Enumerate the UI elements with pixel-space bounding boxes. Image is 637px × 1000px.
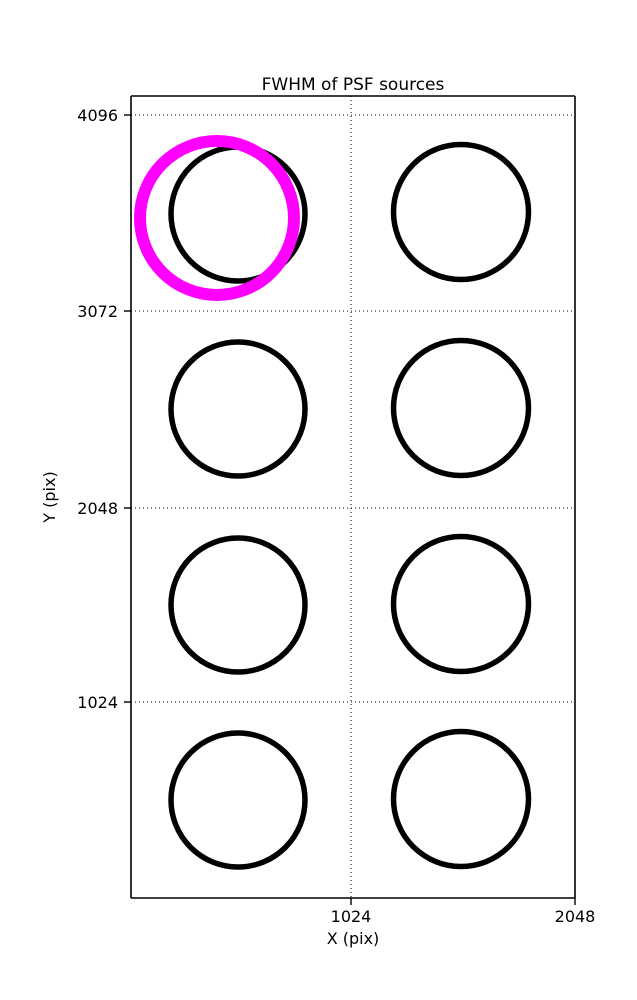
x-axis-label: X (pix) [327,929,380,948]
psf-source-marker [390,337,532,479]
psf-source-marker [390,728,532,870]
psf-source-marker [168,730,308,870]
psf-source-marker [390,141,532,283]
y-tick-label-1024: 1024 [77,693,118,712]
psf-source-marker [390,533,532,675]
chart-title: FWHM of PSF sources [262,75,445,95]
x-tick-label-1024: 1024 [331,907,372,926]
y-tick-marks [124,114,131,703]
psf-source-marker [168,535,308,675]
y-tick-label-2048: 2048 [77,499,118,518]
y-axis-label: Y (pix) [40,471,59,523]
y-tick-label-4096: 4096 [77,106,118,125]
axes-spines [130,95,576,899]
y-tick-label-3072: 3072 [77,302,118,321]
x-tick-marks [350,898,576,905]
axes-background [131,96,575,898]
highlighted-psf-marker [134,135,300,301]
x-tick-label-2048: 2048 [555,907,596,926]
psf-source-marker [168,339,308,479]
highlight-circle [134,135,300,301]
